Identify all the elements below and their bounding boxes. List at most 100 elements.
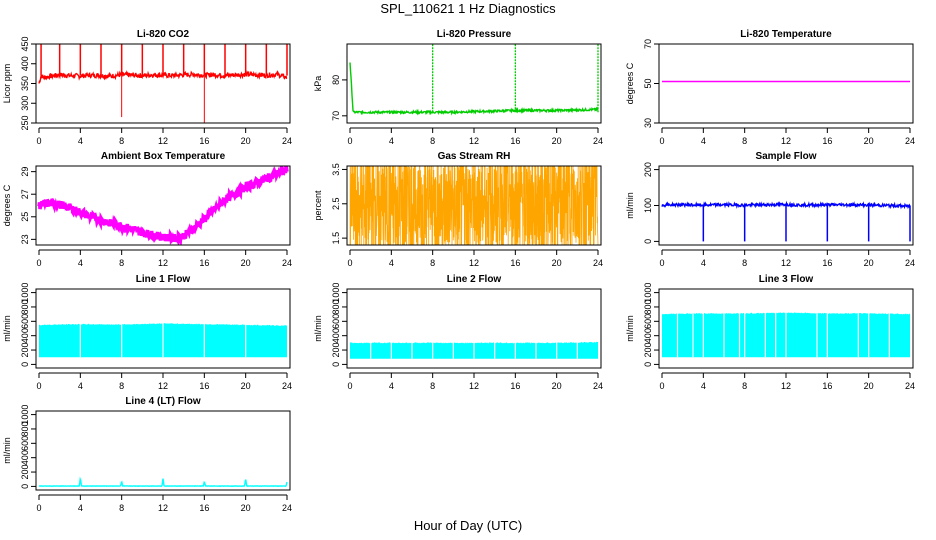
y-tick-label: 1000 bbox=[643, 283, 653, 303]
y-tick-label: 600 bbox=[331, 314, 341, 329]
x-tick-label: 8 bbox=[119, 503, 124, 513]
chart-title: Ambient Box Temperature bbox=[101, 151, 226, 162]
data-layer bbox=[38, 44, 288, 123]
x-tick-label: 8 bbox=[119, 258, 124, 268]
series-line bbox=[37, 166, 289, 245]
y-tick-label: 300 bbox=[20, 96, 30, 111]
y-tick-label: 1000 bbox=[20, 405, 30, 425]
x-tick-label: 4 bbox=[78, 258, 83, 268]
x-tick-label: 12 bbox=[781, 258, 791, 268]
y-tick-label: 2.5 bbox=[331, 198, 341, 211]
y-tick-label: 250 bbox=[20, 115, 30, 130]
x-tick-label: 20 bbox=[864, 258, 874, 268]
plot-frame bbox=[658, 288, 914, 369]
y-tick-label: 27 bbox=[20, 189, 30, 199]
y-tick-label: 400 bbox=[20, 328, 30, 343]
x-tick-label: 24 bbox=[593, 136, 603, 146]
x-tick-label: 20 bbox=[864, 381, 874, 391]
x-tick-label: 20 bbox=[552, 258, 562, 268]
y-tick-label: 450 bbox=[20, 36, 30, 51]
y-tick-label: 200 bbox=[20, 343, 30, 358]
y-axis-label: degrees C bbox=[625, 62, 635, 104]
x-tick-label: 8 bbox=[742, 136, 747, 146]
y-axis-label: degrees C bbox=[2, 184, 12, 226]
y-tick-label: 30 bbox=[643, 118, 653, 128]
x-tick-label: 12 bbox=[469, 136, 479, 146]
figure-title: SPL_110621 1 Hz Diagnostics bbox=[380, 1, 556, 16]
y-tick-label: 1.5 bbox=[331, 232, 341, 245]
x-tick-label: 8 bbox=[742, 258, 747, 268]
x-tick-label: 16 bbox=[510, 381, 520, 391]
y-axis-label: percent bbox=[313, 190, 323, 221]
y-tick-label: 3.5 bbox=[331, 163, 341, 176]
y-tick-label: 200 bbox=[331, 343, 341, 358]
chart-panel: Sample Flow 0 4 8 12 16 20 24 0 100 200 ml/min bbox=[625, 151, 915, 268]
x-tick-label: 4 bbox=[389, 381, 394, 391]
x-tick-label: 20 bbox=[552, 381, 562, 391]
plot-frame bbox=[35, 165, 291, 246]
y-tick-label: 600 bbox=[643, 314, 653, 329]
y-tick-label: 800 bbox=[331, 299, 341, 314]
y-tick-label: 400 bbox=[20, 56, 30, 71]
x-tick-label: 16 bbox=[822, 136, 832, 146]
y-tick-label: 100 bbox=[643, 198, 653, 213]
figure-x-axis-label: Hour of Day (UTC) bbox=[413, 518, 523, 533]
x-tick-label: 12 bbox=[158, 503, 168, 513]
x-tick-label: 20 bbox=[241, 503, 251, 513]
x-tick-label: 8 bbox=[430, 381, 435, 391]
data-layer bbox=[349, 166, 599, 245]
y-tick-label: 0 bbox=[20, 362, 30, 367]
y-tick-label: 29 bbox=[20, 167, 30, 177]
y-tick-label: 0 bbox=[643, 239, 653, 244]
data-layer bbox=[661, 200, 911, 242]
x-tick-label: 0 bbox=[36, 381, 41, 391]
y-tick-label: 25 bbox=[20, 212, 30, 222]
y-axis-label: ml/min bbox=[313, 315, 323, 342]
y-axis-label: ml/min bbox=[2, 315, 12, 342]
x-tick-label: 0 bbox=[347, 258, 352, 268]
x-tick-label: 0 bbox=[659, 136, 664, 146]
x-tick-label: 4 bbox=[389, 136, 394, 146]
y-axis-label: ml/min bbox=[625, 192, 635, 219]
x-tick-label: 12 bbox=[781, 136, 791, 146]
chart-title: Li-820 Pressure bbox=[437, 29, 512, 40]
x-tick-label: 0 bbox=[36, 503, 41, 513]
x-tick-label: 4 bbox=[78, 503, 83, 513]
chart-title: Gas Stream RH bbox=[438, 151, 511, 162]
x-tick-label: 24 bbox=[905, 381, 915, 391]
y-tick-label: 70 bbox=[331, 111, 341, 121]
y-tick-label: 0 bbox=[331, 362, 341, 367]
x-tick-label: 16 bbox=[822, 381, 832, 391]
y-tick-label: 600 bbox=[20, 436, 30, 451]
data-layer bbox=[350, 289, 598, 359]
y-tick-label: 50 bbox=[643, 78, 653, 88]
y-tick-label: 200 bbox=[643, 162, 653, 177]
x-tick-label: 0 bbox=[36, 136, 41, 146]
x-tick-label: 20 bbox=[552, 136, 562, 146]
x-tick-label: 8 bbox=[430, 136, 435, 146]
y-axis-label: Licor ppm bbox=[2, 64, 12, 104]
x-tick-label: 4 bbox=[701, 258, 706, 268]
x-tick-label: 4 bbox=[701, 381, 706, 391]
y-tick-label: 200 bbox=[20, 465, 30, 480]
x-tick-label: 24 bbox=[905, 258, 915, 268]
chart-title: Line 4 (LT) Flow bbox=[125, 396, 201, 407]
x-tick-label: 4 bbox=[389, 258, 394, 268]
x-tick-label: 16 bbox=[199, 503, 209, 513]
y-tick-label: 23 bbox=[20, 234, 30, 244]
y-tick-label: 1000 bbox=[20, 283, 30, 303]
plot-frame bbox=[346, 43, 602, 124]
y-tick-label: 350 bbox=[20, 76, 30, 91]
x-tick-label: 16 bbox=[199, 136, 209, 146]
chart-panel: Ambient Box Temperature 0 4 8 12 16 20 24 23 25 27… bbox=[2, 151, 292, 268]
x-tick-label: 0 bbox=[659, 381, 664, 391]
chart-panel: Gas Stream RH 0 4 8 12 16 20 24 1.5 2.5 3.5 percent bbox=[313, 151, 603, 268]
data-layer bbox=[37, 166, 289, 245]
y-axis-label: ml/min bbox=[2, 437, 12, 464]
plot-frame bbox=[346, 288, 602, 369]
x-tick-label: 12 bbox=[158, 258, 168, 268]
x-tick-label: 16 bbox=[199, 381, 209, 391]
